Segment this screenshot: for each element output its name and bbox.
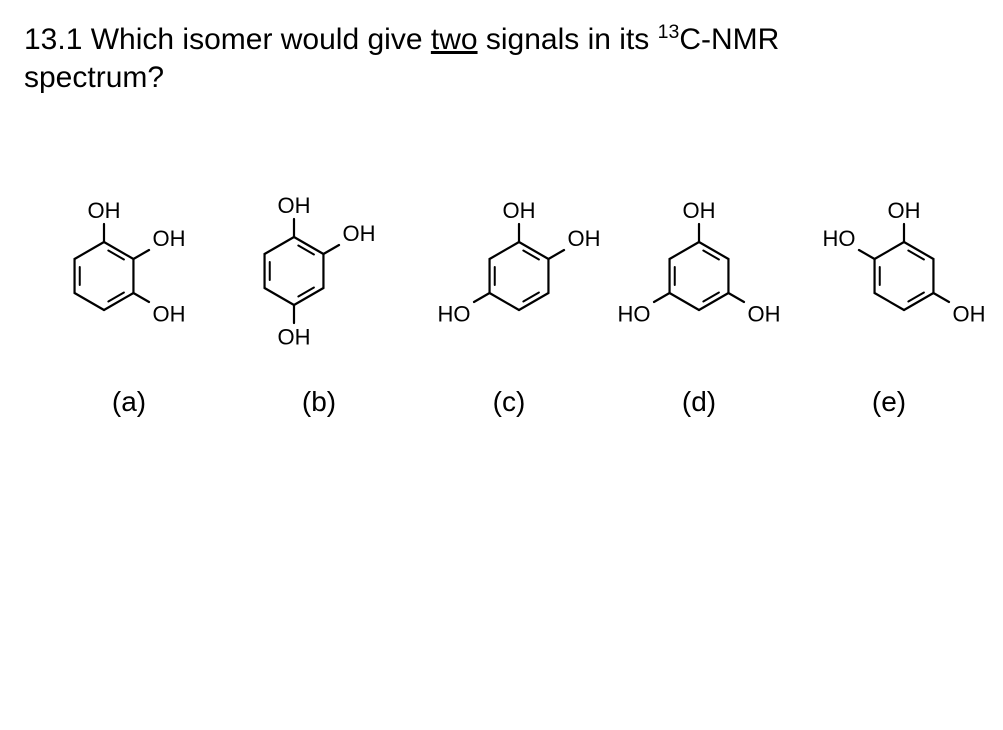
q-underlined: two: [431, 23, 478, 56]
svg-text:OH: OH: [683, 198, 716, 223]
svg-text:OH: OH: [747, 302, 780, 327]
label-e: (e): [872, 386, 906, 418]
q-middle: signals in its: [478, 23, 658, 56]
svg-text:OH: OH: [152, 226, 185, 251]
svg-text:OH: OH: [567, 226, 600, 251]
svg-text:OH: OH: [342, 221, 375, 246]
svg-text:OH: OH: [88, 198, 121, 223]
option-d: OH OH HO (d): [604, 186, 794, 418]
svg-text:OH: OH: [888, 198, 921, 223]
svg-text:HO: HO: [438, 302, 471, 327]
q-number: 13.1: [24, 23, 82, 56]
q-prefix: Which isomer would give: [91, 23, 431, 56]
label-d: (d): [682, 386, 716, 418]
structure-e: OH HO OH: [794, 186, 984, 356]
svg-text:HO: HO: [823, 226, 856, 251]
structure-b: OH OH OH: [224, 186, 414, 356]
option-a: OH OH OH (a): [34, 186, 224, 418]
structure-a: OH OH OH: [34, 186, 224, 356]
option-c: OH OH HO (c): [414, 186, 604, 418]
label-c: (c): [493, 386, 526, 418]
option-b: OH OH OH (b): [224, 186, 414, 418]
q-iso-sup: 13: [658, 21, 680, 43]
structure-d: OH OH HO: [604, 186, 794, 356]
label-a: (a): [112, 386, 146, 418]
svg-text:OH: OH: [278, 325, 311, 350]
option-e: OH HO OH (e): [794, 186, 984, 418]
question-text: 13.1 Which isomer would give two signals…: [24, 20, 979, 96]
q-iso-rest: C-NMR: [679, 23, 779, 56]
svg-text:OH: OH: [952, 302, 984, 327]
structure-c: OH OH HO: [414, 186, 604, 356]
label-b: (b): [302, 386, 336, 418]
svg-text:OH: OH: [152, 302, 185, 327]
svg-text:OH: OH: [503, 198, 536, 223]
svg-text:HO: HO: [618, 302, 651, 327]
structures-row: OH OH OH (a) OH OH OH (b) OH OH HO (c) OH OH HO …: [24, 186, 979, 418]
q-suffix: spectrum?: [24, 61, 164, 94]
svg-text:OH: OH: [278, 193, 311, 218]
